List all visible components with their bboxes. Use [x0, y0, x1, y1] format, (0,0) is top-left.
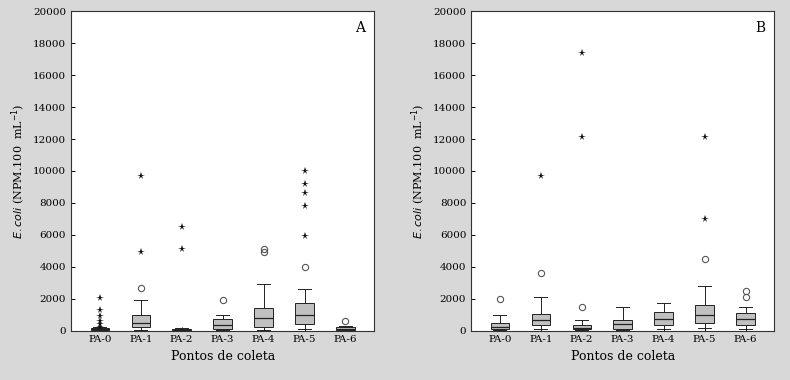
Bar — [91, 328, 109, 330]
Bar — [295, 304, 314, 324]
X-axis label: Pontos de coleta: Pontos de coleta — [171, 350, 275, 363]
X-axis label: Pontos de coleta: Pontos de coleta — [570, 350, 675, 363]
Bar — [172, 329, 191, 330]
Bar — [695, 305, 714, 323]
Text: B: B — [755, 21, 765, 35]
Bar — [614, 320, 632, 329]
Bar — [532, 314, 550, 325]
Y-axis label: $\mathit{E.coli}$ (NPM.100  mL$^{-1}$): $\mathit{E.coli}$ (NPM.100 mL$^{-1}$) — [9, 103, 28, 239]
Bar — [491, 323, 509, 329]
Text: A: A — [355, 21, 365, 35]
Bar — [131, 315, 150, 328]
Bar — [337, 327, 355, 330]
Y-axis label: $\mathit{E.coli}$ (NPM.100  mL$^{-1}$): $\mathit{E.coli}$ (NPM.100 mL$^{-1}$) — [409, 103, 427, 239]
Bar — [213, 318, 231, 329]
Bar — [736, 313, 754, 325]
Bar — [254, 308, 273, 328]
Bar — [573, 325, 591, 329]
Bar — [654, 312, 673, 325]
